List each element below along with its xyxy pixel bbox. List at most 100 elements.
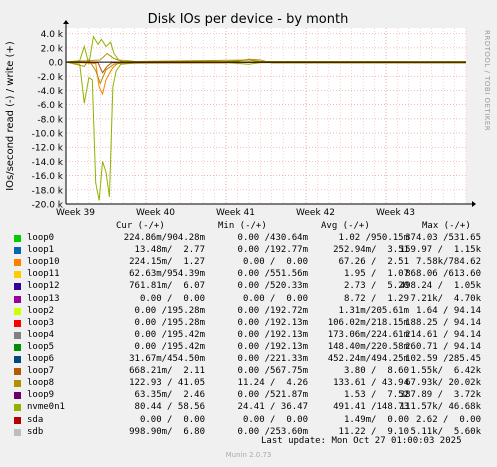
legend-name: loop3 bbox=[27, 317, 55, 328]
legend-name: loop5 bbox=[27, 341, 55, 352]
legend-name: loop10 bbox=[27, 257, 60, 268]
legend-swatch bbox=[14, 428, 21, 436]
legend-swatch bbox=[14, 404, 21, 412]
legend-header-cur: Cur (-/+) bbox=[116, 221, 165, 231]
legend-avg: 2.73 / 5.20 bbox=[343, 281, 409, 292]
legend-cur: 80.44 / 58.56 bbox=[134, 402, 205, 413]
legend-cur: 62.63m/954.39m bbox=[129, 269, 205, 280]
legend-min: 0.00 /551.56m bbox=[237, 269, 308, 280]
legend-row-loop11: loop11 62.63m/954.39m 0.00 /551.56m 1.95 / … bbox=[0, 269, 497, 281]
legend-min: 0.00 /253.60m bbox=[237, 426, 308, 437]
legend-swatch bbox=[14, 356, 21, 363]
legend-max: 7.58k/784.62 bbox=[415, 257, 481, 268]
y-axis-label: IOs/second read (-) / write (+) bbox=[5, 41, 16, 191]
y-axis: 4.0 k 2.0 k 0.0 -2.0 k -4.0 k -6.0 k -8.0 k -10… bbox=[32, 20, 69, 211]
y-tick-label: -20.0 k bbox=[32, 201, 64, 211]
legend-swatch bbox=[14, 343, 21, 351]
legend-row-sda: sda 0.00 / 0.00 0.00 / 0.00 1.49m/ 0.00 2.62… bbox=[0, 415, 497, 427]
x-axis: Week 39 Week 40 Week 41 Week 42 Week 43 bbox=[56, 201, 476, 218]
legend-avg: 1.53 / 7.52 bbox=[343, 390, 409, 401]
legend-max: 498.24 / 1.05k bbox=[399, 281, 481, 292]
y-tick-label: -10.0 k bbox=[32, 130, 64, 140]
last-update: Last update: Mon Oct 27 01:00:03 2025 bbox=[261, 436, 462, 446]
legend-max: 102.59 /285.45 bbox=[405, 354, 481, 364]
legend-max: 111.57k/ 46.68k bbox=[399, 402, 481, 413]
legend-cur: 0.00 /195.42m bbox=[134, 329, 205, 340]
y-tick-label: -8.0 k bbox=[37, 115, 63, 125]
grid-minor bbox=[65, 28, 467, 204]
legend-row-loop1: loop1 13.48m/ 2.77 0.00 /192.77m 252.94m/ 3… bbox=[0, 245, 497, 257]
legend-min: 0.00 /221.33m bbox=[237, 354, 308, 364]
y-tick-label: -6.0 k bbox=[37, 101, 63, 111]
legend-name: nvme0n1 bbox=[27, 402, 65, 413]
legend-avg: 173.06m/224.61m bbox=[327, 329, 409, 340]
plot-area bbox=[66, 28, 466, 204]
legend-name: loop1 bbox=[27, 245, 55, 256]
legend-max: 5.11k/ 5.60k bbox=[410, 426, 481, 437]
chart-title: Disk IOs per device - by month bbox=[148, 12, 349, 27]
legend-min: 0.00 / 0.00 bbox=[242, 257, 308, 268]
legend-swatch bbox=[14, 307, 21, 315]
legend-cur: 761.81m/ 6.07 bbox=[129, 281, 205, 292]
legend-row-loop3: loop3 0.00 /195.28m 0.00 /192.13m 106.02m/2… bbox=[0, 318, 497, 330]
legend-avg: 1.49m/ 0.00 bbox=[343, 414, 409, 425]
legend-max: 374.03 /531.65 bbox=[405, 233, 481, 243]
legend-avg: 3.80 / 8.60 bbox=[343, 366, 409, 377]
series-layer bbox=[65, 35, 467, 201]
legend-max: 868.06 /613.60 bbox=[405, 269, 481, 280]
footer: Munin 2.0.73 bbox=[225, 451, 272, 459]
legend-row-loop4: loop4 0.00 /195.42m 0.00 /192.13m 173.06m/2… bbox=[0, 330, 497, 342]
legend-name: loop12 bbox=[27, 281, 60, 292]
legend-min: 0.00 /430.64m bbox=[237, 233, 308, 243]
legend-avg: 148.40m/220.58m bbox=[327, 341, 409, 352]
legend-name: sdb bbox=[27, 426, 44, 437]
legend-row-sdb: sdb 998.90m/ 6.80 0.00 /253.60m 11.22 / 9.1… bbox=[0, 427, 497, 439]
legend-swatch bbox=[14, 392, 21, 400]
watermark: RRDTOOL / TOBI OETIKER bbox=[483, 30, 491, 131]
legend-swatch bbox=[14, 319, 21, 327]
legend-avg: 1.31m/205.61m bbox=[338, 305, 409, 316]
x-tick-label: Week 41 bbox=[216, 208, 255, 218]
legend-max: 188.25 / 94.14 bbox=[405, 317, 481, 328]
legend-row-loop13: loop13 0.00 / 0.00 0.00 / 0.00 8.72 / 1.29 7… bbox=[0, 294, 497, 306]
legend-max: 260.71 / 94.14 bbox=[405, 341, 481, 352]
legend-avg: 106.02m/218.15m bbox=[327, 317, 409, 328]
y-tick-label: -14.0 k bbox=[32, 158, 64, 168]
legend-name: loop9 bbox=[27, 390, 55, 401]
legend-row-loop5: loop5 0.00 /195.42m 0.00 /192.13m 148.40m/2… bbox=[0, 342, 497, 354]
y-tick-label: -16.0 k bbox=[32, 172, 64, 182]
x-tick-label: Week 43 bbox=[376, 208, 415, 218]
legend-min: 0.00 /192.13m bbox=[237, 341, 308, 352]
y-tick-label: 4.0 k bbox=[41, 30, 64, 40]
legend-name: loop0 bbox=[27, 233, 55, 243]
legend-name: loop6 bbox=[27, 354, 55, 364]
series-loop8 bbox=[65, 52, 466, 63]
legend-swatch bbox=[14, 368, 21, 376]
legend-cur: 122.93 / 41.05 bbox=[129, 378, 205, 389]
legend-row-loop0: loop0 224.86m/904.28m 0.00 /430.64m 1.02 /9… bbox=[0, 233, 497, 245]
legend-header-row: Cur (-/+) Min (-/+) Avg (-/+) Max (-/+) bbox=[0, 221, 497, 233]
legend-name: loop8 bbox=[27, 378, 55, 389]
legend-name: sda bbox=[27, 414, 44, 425]
legend-row-loop9: loop9 63.35m/ 2.46 0.00 /521.87m 1.53 / 7.5… bbox=[0, 390, 497, 402]
legend-header-avg: Avg (-/+) bbox=[321, 221, 370, 231]
legend-swatch bbox=[14, 380, 21, 388]
legend-cur: 0.00 /195.42m bbox=[134, 341, 205, 352]
x-axis-arrow bbox=[472, 201, 476, 207]
legend-name: loop7 bbox=[27, 366, 55, 377]
legend-min: 0.00 / 0.00 bbox=[242, 293, 308, 304]
y-tick-label: -2.0 k bbox=[37, 73, 63, 83]
legend-name: loop2 bbox=[27, 305, 55, 316]
legend-cur: 998.90m/ 6.80 bbox=[129, 426, 205, 437]
legend-max: 214.61 / 94.14 bbox=[405, 329, 481, 340]
legend-min: 0.00 /192.13m bbox=[237, 329, 308, 340]
legend-cur: 0.00 /195.28m bbox=[134, 317, 205, 328]
x-tick-label: Week 40 bbox=[136, 208, 175, 218]
legend-max: 2.62 / 0.00 bbox=[415, 414, 481, 425]
legend-row-loop6: loop6 31.67m/454.50m 0.00 /221.33m 452.24m/… bbox=[0, 354, 497, 366]
y-axis-arrow bbox=[63, 20, 69, 24]
legend-avg: 8.72 / 1.29 bbox=[343, 293, 409, 304]
legend-avg: 11.22 / 9.10 bbox=[338, 426, 409, 437]
legend-cur: 13.48m/ 2.77 bbox=[134, 245, 205, 256]
legend-max: 1.64 / 94.14 bbox=[415, 305, 481, 316]
